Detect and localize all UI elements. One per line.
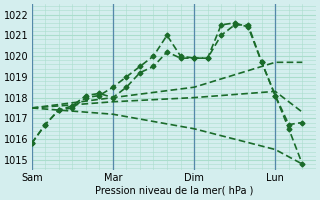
X-axis label: Pression niveau de la mer( hPa ): Pression niveau de la mer( hPa ) xyxy=(95,186,253,196)
